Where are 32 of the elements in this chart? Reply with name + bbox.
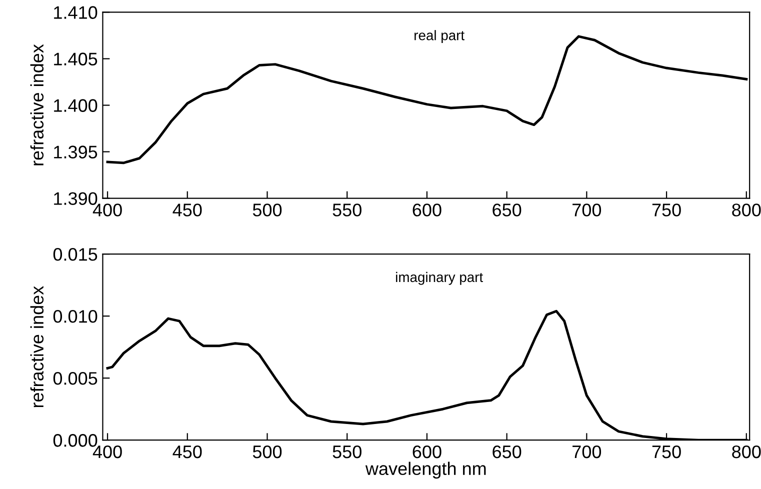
annotation: real part	[414, 30, 464, 44]
y-tick-label: 1.410	[54, 6, 98, 19]
y-axis-title: refractive index	[30, 286, 44, 408]
x-axis-title: wavelength nm	[365, 462, 486, 479]
x-tick-label: 400	[92, 204, 122, 216]
x-tick-label: 750	[652, 445, 681, 458]
x-tick-label: 550	[332, 204, 362, 216]
y-tick-label: 0.010	[53, 310, 98, 323]
x-tick-label: 800	[732, 204, 761, 216]
x-tick-label: 450	[172, 445, 202, 458]
x-tick-label: 550	[332, 445, 362, 458]
x-tick-label: 800	[732, 445, 761, 458]
x-tick-label: 650	[492, 445, 522, 458]
y-axis-title: refractive index	[30, 44, 44, 166]
annotation: imaginary part	[396, 272, 483, 285]
y-tick-label: 1.390	[54, 192, 98, 205]
y-tick-label: 0.015	[53, 248, 98, 261]
x-tick-label: 700	[572, 445, 602, 458]
y-tick-label: 1.395	[54, 146, 98, 158]
x-tick-label: 500	[252, 445, 282, 458]
y-tick-label: 1.405	[54, 52, 98, 66]
x-tick-label: 600	[412, 204, 442, 216]
x-tick-label: 500	[252, 204, 282, 216]
x-tick-label: 650	[492, 204, 522, 216]
x-tick-label: 600	[412, 445, 442, 458]
x-tick-label: 700	[572, 204, 602, 216]
y-tick-label: 0.000	[53, 434, 98, 447]
x-tick-label: 450	[172, 204, 202, 216]
x-tick-label: 750	[652, 204, 681, 216]
y-tick-label: 0.005	[53, 372, 98, 385]
y-tick-label: 1.400	[54, 99, 98, 112]
x-tick-label: 400	[92, 445, 122, 458]
